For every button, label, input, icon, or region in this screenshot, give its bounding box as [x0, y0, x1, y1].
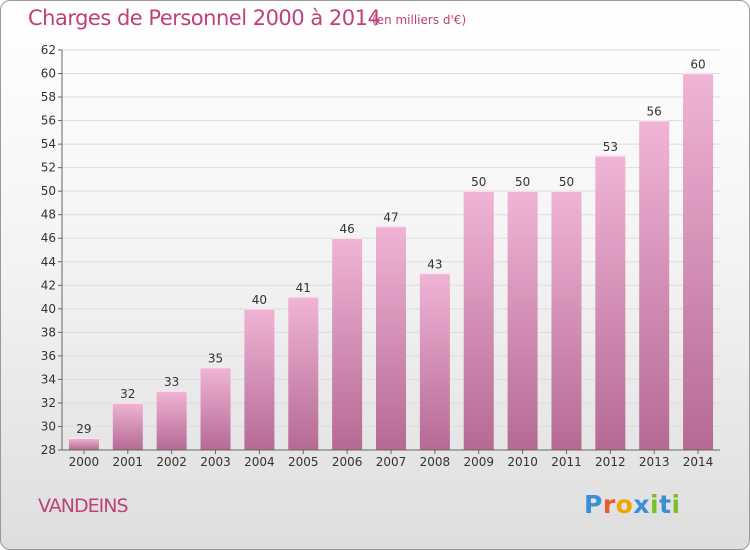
x-tick-label: 2003	[200, 455, 231, 469]
data-label: 50	[515, 175, 530, 189]
logo-letter: i	[671, 490, 681, 519]
commune-name: VANDEINS	[38, 495, 129, 517]
data-label: 40	[252, 293, 267, 307]
chart-unit: (en milliers d'€)	[372, 13, 467, 27]
data-label: 47	[383, 210, 398, 224]
logo-letter: P	[584, 490, 603, 519]
data-label: 50	[559, 175, 574, 189]
y-tick-label: 28	[41, 443, 56, 457]
y-tick-label: 30	[41, 419, 56, 433]
x-tick-label: 2000	[69, 455, 100, 469]
logo-letter: o	[615, 490, 634, 519]
bar	[507, 191, 538, 451]
bar	[419, 273, 450, 450]
bar	[112, 402, 143, 450]
y-tick-label: 34	[41, 372, 56, 386]
data-label: 41	[296, 281, 311, 295]
y-tick-label: 38	[41, 325, 56, 339]
bar	[639, 120, 670, 451]
x-tick-label: 2008	[420, 455, 451, 469]
y-tick-label: 52	[41, 161, 56, 175]
y-tick-label: 32	[41, 396, 56, 410]
x-tick-label: 2013	[639, 455, 670, 469]
logo-letter: x	[633, 490, 650, 519]
y-tick-label: 44	[41, 255, 56, 269]
data-label: 46	[339, 222, 354, 236]
chart-title: Charges de Personnel 2000 à 2014	[28, 6, 381, 30]
bar	[288, 297, 319, 450]
logo-letter: i	[650, 490, 660, 519]
bar	[156, 391, 187, 450]
y-tick-label: 36	[41, 349, 56, 363]
x-tick-label: 2001	[113, 455, 144, 469]
data-label: 33	[164, 375, 179, 389]
y-tick-label: 54	[41, 137, 56, 151]
data-label: 60	[690, 58, 705, 72]
y-tick-label: 62	[41, 43, 56, 57]
y-tick-label: 60	[41, 67, 56, 81]
y-tick-label: 58	[41, 90, 56, 104]
y-tick-label: 48	[41, 208, 56, 222]
bar	[332, 238, 363, 450]
data-label: 53	[603, 140, 618, 154]
bar	[376, 226, 406, 450]
x-tick-label: 2005	[288, 455, 319, 469]
x-tick-label: 2006	[332, 455, 363, 469]
bar	[244, 308, 275, 450]
x-tick-label: 2009	[463, 455, 494, 469]
y-tick-label: 40	[41, 302, 56, 316]
data-label: 35	[208, 352, 223, 366]
logo-letter: t	[659, 490, 672, 519]
proxiti-logo[interactable]: Proxiti	[584, 490, 681, 519]
y-tick-label: 46	[41, 231, 56, 245]
x-tick-label: 2002	[156, 455, 187, 469]
x-tick-label: 2010	[507, 455, 538, 469]
data-label: 50	[471, 175, 486, 189]
bar	[595, 155, 626, 450]
bar	[68, 438, 99, 450]
x-tick-label: 2011	[551, 455, 582, 469]
y-tick-label: 56	[41, 114, 56, 128]
x-tick-label: 2012	[595, 455, 626, 469]
bar	[551, 191, 582, 451]
data-label: 43	[427, 258, 442, 272]
x-tick-label: 2004	[244, 455, 275, 469]
y-tick-label: 50	[41, 184, 56, 198]
x-tick-label: 2007	[376, 455, 407, 469]
y-tick-label: 42	[41, 278, 56, 292]
data-label: 56	[647, 105, 662, 119]
x-tick-label: 2014	[683, 455, 714, 469]
data-label: 29	[76, 422, 91, 436]
data-label: 32	[120, 387, 135, 401]
bar	[683, 73, 714, 450]
bar	[463, 191, 494, 451]
logo-letter: r	[602, 490, 616, 519]
bar	[200, 367, 231, 450]
